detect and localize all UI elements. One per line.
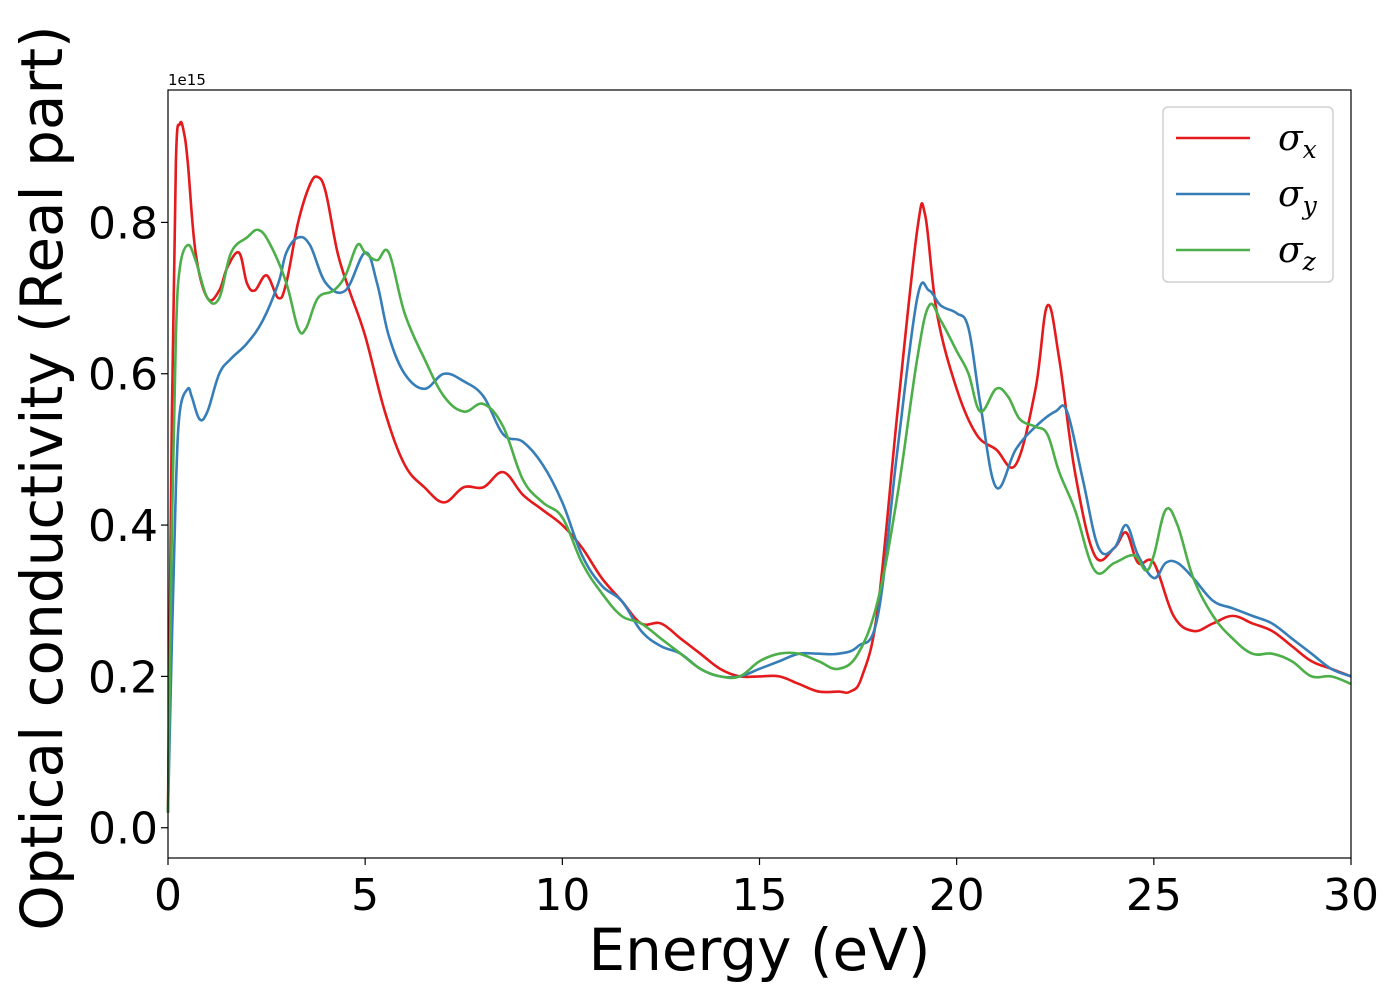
x-tick-label: 25 bbox=[1126, 870, 1182, 921]
y-tick-label: 0.4 bbox=[88, 501, 158, 552]
legend-items: σx σy σz bbox=[1176, 118, 1318, 276]
x-tick-label: 0 bbox=[154, 870, 182, 921]
y-tick-label: 0.6 bbox=[88, 350, 158, 401]
y-tick-label: 0.8 bbox=[88, 198, 158, 249]
y-tick-label: 0.0 bbox=[88, 804, 158, 855]
legend-label-x: σx bbox=[1278, 118, 1317, 164]
x-tick-label: 15 bbox=[732, 870, 788, 921]
series-line-x bbox=[166, 120, 1352, 813]
x-axis-ticks: 0 5 10 15 20 25 30 bbox=[154, 858, 1379, 921]
y-tick-label: 0.2 bbox=[88, 652, 158, 703]
x-tick-label: 20 bbox=[929, 870, 985, 921]
series-layer bbox=[166, 120, 1352, 813]
y-axis-ticks: 0.0 0.2 0.4 0.6 0.8 bbox=[88, 198, 168, 855]
legend-label-z: σz bbox=[1278, 230, 1317, 276]
x-tick-label: 30 bbox=[1323, 870, 1379, 921]
legend: σx σy σz bbox=[1162, 106, 1334, 283]
x-tick-label: 5 bbox=[351, 870, 379, 921]
y-axis-label: Optical conductivity (Real part) bbox=[8, 25, 76, 930]
series-line-z bbox=[166, 228, 1352, 813]
legend-label-y: σy bbox=[1278, 174, 1318, 220]
x-tick-label: 10 bbox=[534, 870, 590, 921]
y-axis-offset-label: 1e15 bbox=[168, 71, 206, 89]
x-axis-label: Energy (eV) bbox=[588, 916, 930, 984]
